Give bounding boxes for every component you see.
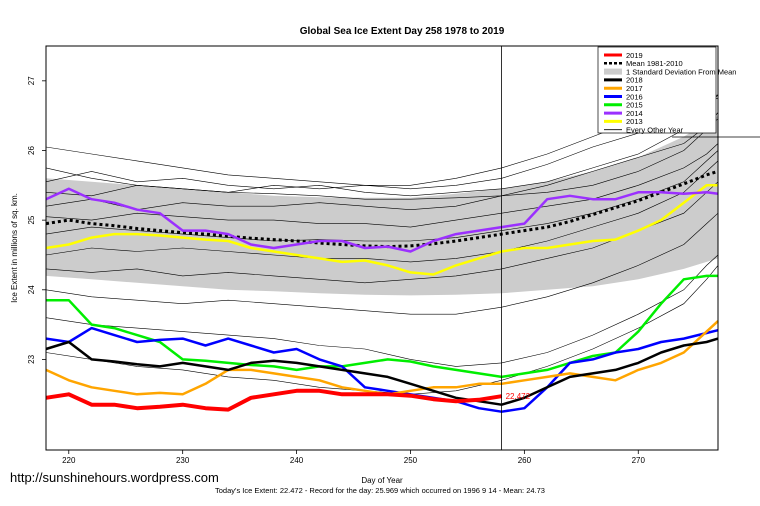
plot-frame xyxy=(45,45,719,451)
legend-label-2014: 2014 xyxy=(626,109,643,118)
background-year-line-5 xyxy=(45,143,719,228)
legend-label-other: Every Other Year xyxy=(626,126,684,135)
x-tick-label-220: 220 xyxy=(62,456,76,465)
y-axis-ticks: 23 24 25 26 27 xyxy=(27,76,46,364)
legend-label-2019: 2019 xyxy=(626,51,643,60)
y-tick-label-25: 25 xyxy=(27,215,36,224)
watermark-url: http://sunshinehours.wordpress.com xyxy=(10,470,219,485)
y-tick-label-23: 23 xyxy=(27,354,36,363)
chart-title: Global Sea Ice Extent Day 258 1978 to 20… xyxy=(300,26,505,37)
x-tick-label-230: 230 xyxy=(176,456,190,465)
y-tick-label-26: 26 xyxy=(27,146,36,155)
background-year-line-10 xyxy=(45,254,719,367)
legend-label-mean: Mean 1981-2010 xyxy=(626,59,683,68)
x-axis-label: Day of Year xyxy=(361,476,403,485)
y-tick-label-24: 24 xyxy=(27,285,36,294)
series-layer xyxy=(45,169,719,413)
legend-label-2016: 2016 xyxy=(626,92,643,101)
series-line-2017 xyxy=(45,320,719,396)
background-year-line-4 xyxy=(45,118,719,211)
stats-line: Today's Ice Extent: 22.472 - Record for … xyxy=(215,486,545,495)
legend-box xyxy=(597,46,717,134)
series-line-2014 xyxy=(45,187,719,253)
legend-label-2018: 2018 xyxy=(626,76,643,85)
legend-label-2015: 2015 xyxy=(626,101,643,110)
series-line-2013 xyxy=(45,184,718,276)
y-axis-label: Ice Extent in millions of sq. km. xyxy=(10,193,19,303)
y-tick-label-27: 27 xyxy=(27,76,36,85)
x-axis-ticks: 220 230 240 250 260 270 xyxy=(62,450,645,465)
legend-label-2013: 2013 xyxy=(626,117,643,126)
x-tick-label-270: 270 xyxy=(632,456,646,465)
series-line-2018 xyxy=(45,337,719,406)
background-year-line-7 xyxy=(45,160,719,263)
current-value-label: 22.472 xyxy=(506,392,531,401)
x-tick-label-240: 240 xyxy=(290,456,304,465)
series-line-2019 xyxy=(45,388,502,412)
background-year-line-9 xyxy=(45,212,719,315)
series-line-2016 xyxy=(45,326,719,413)
legend-label-band: 1 Standard Deviation From Mean xyxy=(626,67,736,76)
x-tick-label-260: 260 xyxy=(518,456,532,465)
legend-swatch-band xyxy=(604,68,622,75)
x-tick-label-250: 250 xyxy=(404,456,418,465)
background-year-line-2 xyxy=(45,94,719,197)
legend-label-2017: 2017 xyxy=(626,84,643,93)
